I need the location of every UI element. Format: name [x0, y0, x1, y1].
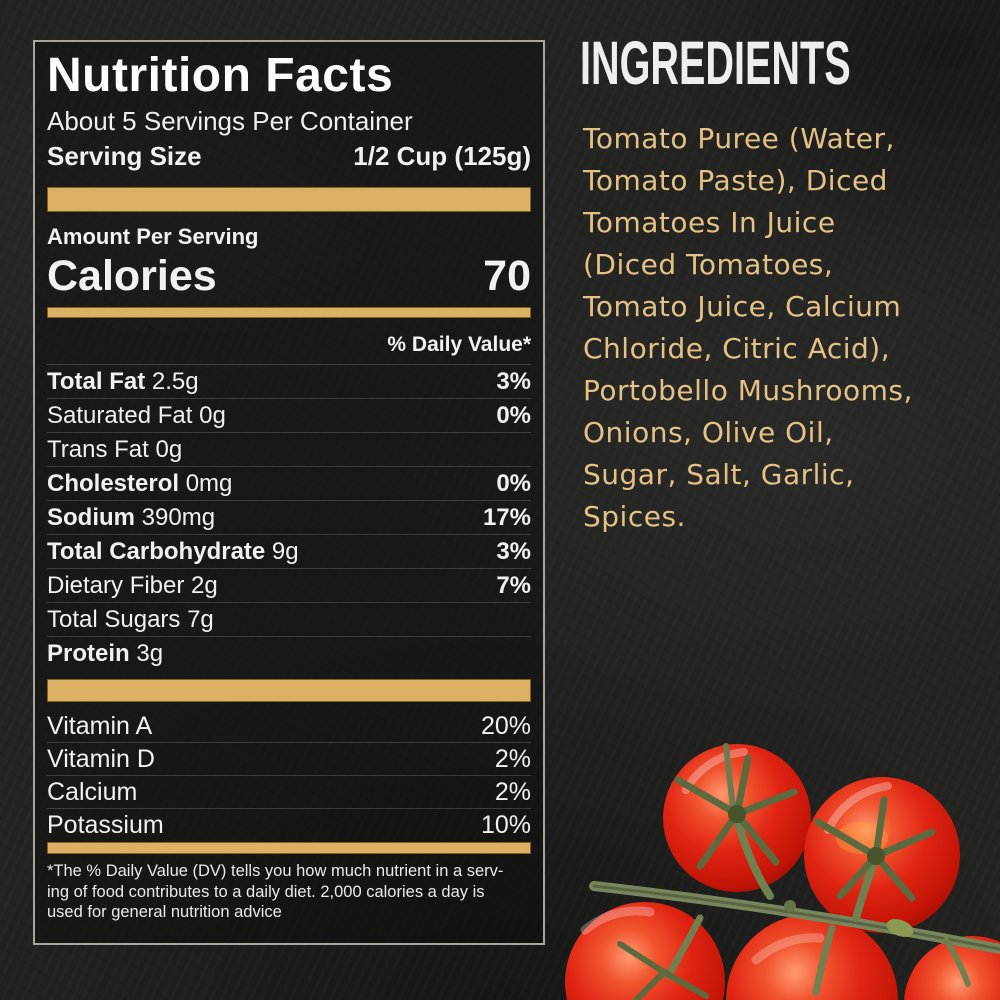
nutrient-name: Total Sugars [47, 606, 181, 633]
vitamin-dv: 10% [480, 811, 531, 839]
nutrient-row-cholesterol: Cholesterol 0mg 0% [47, 467, 531, 501]
nutrient-amount: 7g [187, 606, 214, 633]
nutrient-dv: 7% [496, 572, 531, 599]
vitamin-dv: 2% [494, 745, 531, 773]
ingredients-text: Tomato Puree (Water, Tomato Paste), Dice… [583, 118, 983, 538]
nutrient-row-total-fat: Total Fat 2.5g 3% [47, 365, 531, 399]
nutrient-name: Saturated Fat [47, 402, 193, 429]
nutrient-amount: 0mg [185, 470, 233, 497]
nutrient-row-saturated-fat: Saturated Fat 0g 0% [47, 399, 531, 433]
gold-divider-bar [47, 842, 531, 854]
vitamin-dv: 2% [494, 778, 531, 806]
ingredient-line: Onions, Olive Oil, [583, 416, 834, 449]
gold-divider-bar [47, 679, 531, 702]
nutrient-row-total-carbohydrate: Total Carbohydrate 9g 3% [47, 535, 531, 569]
serving-size-row: Serving Size 1/2 Cup (125g) [47, 139, 531, 174]
nutrient-rows: Total Fat 2.5g 3% Saturated Fat 0g 0% Tr… [47, 365, 531, 670]
nutrient-name: Dietary Fiber [47, 572, 185, 599]
vitamin-name: Vitamin A [47, 712, 153, 740]
ingredient-line: (Diced Tomatoes, [583, 248, 834, 281]
nutrient-row-dietary-fiber: Dietary Fiber 2g 7% [47, 569, 531, 603]
nutrient-name: Cholesterol [47, 470, 180, 497]
vitamin-name: Calcium [47, 778, 138, 806]
nutrition-facts-title: Nutrition Facts [47, 49, 394, 102]
gold-divider-bar [47, 307, 531, 318]
nutrient-dv: 17% [482, 504, 531, 531]
nutrient-amount: 2.5g [151, 368, 199, 395]
nutrient-amount: 2g [191, 572, 218, 599]
nutrient-name: Protein [47, 640, 130, 667]
nutrient-amount: 0g [199, 402, 226, 429]
ingredient-line: Tomatoes In Juice [583, 206, 836, 239]
nutrient-amount: 0g [155, 436, 183, 463]
ingredients-heading: INGREDIENTS [580, 28, 851, 98]
nutrient-dv: 3% [496, 538, 531, 565]
serving-size-value: 1/2 Cup (125g) [353, 141, 531, 171]
nutrient-name: Trans Fat [47, 436, 149, 463]
ingredient-line: Tomato Juice, Calcium [583, 290, 902, 323]
nutrient-name: Total Carbohydrate [47, 538, 266, 565]
vitamin-rows: Vitamin A 20% Vitamin D 2% Calcium 2% Po… [47, 710, 531, 841]
servings-per-container: About 5 Servings Per Container [47, 106, 413, 136]
nutrient-dv: 0% [496, 402, 531, 429]
ingredient-line: Tomato Paste), Diced [583, 164, 888, 197]
ingredient-line: Chloride, Citric Acid), [583, 332, 891, 365]
vitamin-row-calcium: Calcium 2% [47, 776, 531, 809]
vitamin-row-potassium: Potassium 10% [47, 809, 531, 841]
vitamin-name: Vitamin D [47, 745, 155, 773]
nutrient-amount: 390mg [141, 504, 216, 531]
calories-row: Calories 70 [47, 252, 531, 300]
nutrition-facts-label: Nutrition Facts About 5 Servings Per Con… [33, 40, 545, 945]
amount-per-serving-label: Amount Per Serving [47, 224, 259, 249]
vitamin-row-vitamin-d: Vitamin D 2% [47, 743, 531, 776]
calories-label: Calories [47, 252, 217, 300]
ingredient-line: Spices. [583, 500, 686, 533]
calories-value: 70 [483, 252, 531, 300]
footnote-line: used for general nutrition advice [47, 903, 282, 921]
nutrient-row-total-sugars: Total Sugars 7g [47, 603, 531, 637]
gold-divider-bar [47, 187, 531, 212]
nutrient-row-protein: Protein 3g [47, 637, 531, 670]
daily-value-footnote: *The % Daily Value (DV) tells you how mu… [47, 861, 531, 923]
vitamin-row-vitamin-a: Vitamin A 20% [47, 710, 531, 743]
ingredient-line: Sugar, Salt, Garlic, [583, 458, 855, 491]
nutrient-name: Sodium [47, 504, 135, 531]
daily-value-header: % Daily Value* [47, 318, 531, 365]
vitamin-dv: 20% [480, 712, 531, 740]
nutrient-name: Total Fat [47, 368, 146, 395]
nutrient-row-sodium: Sodium 390mg 17% [47, 501, 531, 535]
footnote-line: ing of food contributes to a daily diet.… [47, 882, 485, 901]
ingredient-line: Tomato Puree (Water, [583, 122, 895, 155]
nutrient-amount: 3g [136, 640, 164, 667]
ingredient-line: Portobello Mushrooms, [583, 374, 913, 407]
nutrient-dv: 0% [496, 470, 531, 497]
nutrient-dv: 3% [496, 368, 531, 395]
nutrient-row-trans-fat: Trans Fat 0g [47, 433, 531, 467]
footnote-line: *The % Daily Value (DV) tells you how mu… [47, 862, 504, 880]
nutrient-amount: 9g [271, 538, 299, 565]
serving-size-label: Serving Size [47, 141, 202, 171]
vitamin-name: Potassium [47, 811, 164, 839]
